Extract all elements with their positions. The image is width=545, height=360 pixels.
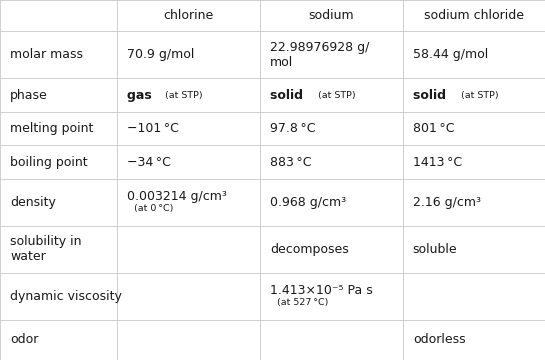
Text: molar mass: molar mass <box>10 48 83 61</box>
Text: (at 0 °C): (at 0 °C) <box>134 204 174 213</box>
Text: 70.9 g/mol: 70.9 g/mol <box>127 48 195 61</box>
Text: 0.003214 g/cm³: 0.003214 g/cm³ <box>127 190 227 203</box>
Text: 58.44 g/mol: 58.44 g/mol <box>413 48 488 61</box>
Text: solid: solid <box>270 89 307 102</box>
Text: soluble: soluble <box>413 243 457 256</box>
Text: 801 °C: 801 °C <box>413 122 454 135</box>
Text: (at 527 °C): (at 527 °C) <box>277 298 329 307</box>
Text: 97.8 °C: 97.8 °C <box>270 122 316 135</box>
Text: 0.968 g/cm³: 0.968 g/cm³ <box>270 196 346 209</box>
Text: melting point: melting point <box>10 122 93 135</box>
Text: sodium chloride: sodium chloride <box>424 9 524 22</box>
Text: 2.16 g/cm³: 2.16 g/cm³ <box>413 196 481 209</box>
Text: chlorine: chlorine <box>164 9 214 22</box>
Text: 883 °C: 883 °C <box>270 156 311 168</box>
Text: odorless: odorless <box>413 333 465 346</box>
Text: odor: odor <box>10 333 38 346</box>
Text: gas: gas <box>127 89 156 102</box>
Text: phase: phase <box>10 89 48 102</box>
Text: −34 °C: −34 °C <box>127 156 171 168</box>
Text: (at STP): (at STP) <box>461 90 499 99</box>
Text: dynamic viscosity: dynamic viscosity <box>10 290 122 303</box>
Text: 1413 °C: 1413 °C <box>413 156 462 168</box>
Text: boiling point: boiling point <box>10 156 88 168</box>
Text: −101 °C: −101 °C <box>127 122 179 135</box>
Text: (at STP): (at STP) <box>165 90 202 99</box>
Text: density: density <box>10 196 56 209</box>
Text: sodium: sodium <box>308 9 354 22</box>
Text: solid: solid <box>413 89 450 102</box>
Text: 22.98976928 g/
mol: 22.98976928 g/ mol <box>270 41 370 69</box>
Text: 1.413×10⁻⁵ Pa s: 1.413×10⁻⁵ Pa s <box>270 284 373 297</box>
Text: decomposes: decomposes <box>270 243 349 256</box>
Text: solubility in
water: solubility in water <box>10 235 82 263</box>
Text: (at STP): (at STP) <box>318 90 356 99</box>
